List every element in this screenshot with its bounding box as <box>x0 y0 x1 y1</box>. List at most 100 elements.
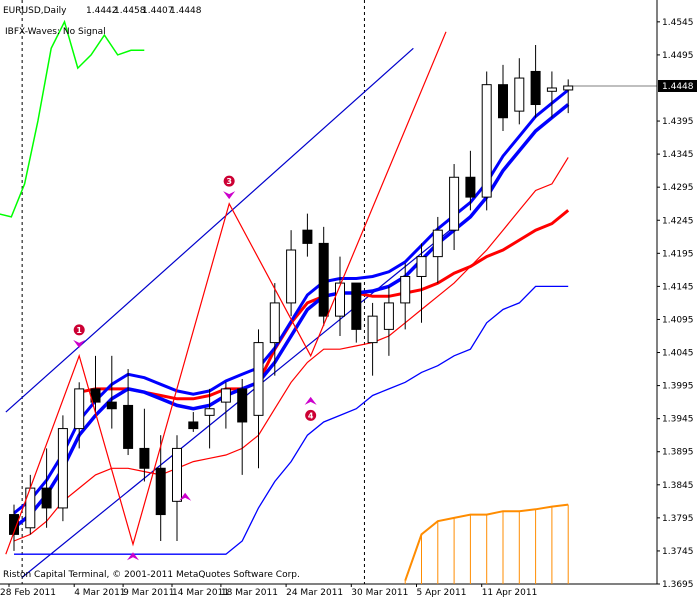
candle <box>449 164 460 251</box>
price-tick-label: 1.3945 <box>662 415 694 425</box>
blue-ma-line <box>12 103 570 530</box>
candle <box>269 283 280 376</box>
candle-body <box>57 428 68 509</box>
candle-body <box>563 85 574 91</box>
price-tick-label: 1.4245 <box>662 216 694 226</box>
chart-gridlines <box>0 0 658 585</box>
candle-body <box>449 176 460 231</box>
candle-body <box>220 388 231 403</box>
candle-body <box>481 84 492 198</box>
candle <box>57 415 68 522</box>
candle-body <box>74 388 85 430</box>
time-tick-label: 4 Mar 2011 <box>74 588 125 598</box>
wave-marker-circle <box>305 409 317 421</box>
wave-marker-circle <box>73 324 85 336</box>
wave-marker-label: 3 <box>226 177 232 186</box>
candle <box>204 388 215 449</box>
ohlc-high: 1.4458 <box>114 6 146 16</box>
wave-marker-4: 4 <box>305 409 317 421</box>
wave-marker-label: 4 <box>308 411 314 420</box>
candle <box>302 213 313 257</box>
candle-body <box>188 421 199 430</box>
time-tick-label: 28 Feb 2011 <box>0 588 56 598</box>
time-tick-label: 9 Mar 2011 <box>123 588 174 598</box>
candle-body <box>9 514 19 535</box>
wave-overlay: 1 3 4 <box>5 31 447 561</box>
price-tick-label: 1.4095 <box>662 315 694 325</box>
candle-body <box>416 256 427 277</box>
wave-marker-circle <box>223 175 235 187</box>
candle <box>498 64 508 131</box>
candle-body <box>302 229 313 244</box>
price-tick-label: 1.4345 <box>662 150 694 160</box>
candle-body <box>106 401 117 410</box>
candle <box>286 230 297 317</box>
candle <box>237 378 248 475</box>
ohlc-low: 1.4407 <box>142 6 174 16</box>
candle-body <box>546 87 557 92</box>
candle-body <box>204 408 215 416</box>
price-axis: 1.4545 1.4495 1.4448 1.4395 1.4345 1.4295 1.42… <box>563 18 697 590</box>
candle <box>416 243 427 323</box>
candle <box>220 382 231 429</box>
candle-body <box>269 302 280 344</box>
candle <box>155 435 166 542</box>
price-tick-label: 1.3895 <box>662 448 694 458</box>
candle <box>106 355 117 429</box>
ohlc-open: 1.4442 <box>86 6 118 16</box>
green-indicator-line <box>0 19 145 218</box>
candle <box>74 382 85 449</box>
candle <box>432 216 443 284</box>
wave-marker-3: 3 <box>223 175 235 187</box>
candlestick-series <box>9 44 574 551</box>
wave-arrow-down-icon <box>73 339 86 348</box>
histogram-top-line <box>404 503 569 582</box>
candle-body <box>465 176 476 198</box>
candle <box>9 504 19 551</box>
price-tick-label: 1.4395 <box>662 117 694 127</box>
candle-body <box>123 404 134 449</box>
indicator-label: IBFX-Waves: No Signal <box>5 27 106 37</box>
wave-arrow-up-icon <box>126 552 139 561</box>
candle <box>253 329 264 469</box>
candle <box>335 256 345 336</box>
wave-arrow-down-icon <box>223 191 236 200</box>
price-tick-label: 1.3795 <box>662 514 694 524</box>
price-tick-label: 1.4195 <box>662 249 694 259</box>
candle-body <box>253 342 264 416</box>
time-tick-label: 5 Apr 2011 <box>417 588 467 598</box>
candle-body <box>25 487 36 529</box>
time-tick-label: 11 Apr 2011 <box>482 588 538 598</box>
wave-arrow-up-icon <box>304 396 317 405</box>
orange-histogram <box>404 503 569 584</box>
candle-body <box>351 282 362 330</box>
candle-body <box>286 249 297 304</box>
time-tick-label: 30 Mar 2011 <box>351 588 408 598</box>
candle-body <box>318 242 329 317</box>
channel-upper-line <box>5 47 414 413</box>
time-tick-label: 14 Mar 2011 <box>172 588 229 598</box>
candle <box>383 286 394 356</box>
candle <box>514 58 525 125</box>
candle-body <box>514 77 525 112</box>
symbol-header: EURUSD,Daily <box>3 6 67 16</box>
candle <box>481 71 492 211</box>
price-tick-label: 1.3845 <box>662 481 694 491</box>
price-tick-label: 1.4045 <box>662 349 694 359</box>
price-tick-label: 1.4545 <box>662 18 694 28</box>
price-tick-label: 1.3745 <box>662 547 694 557</box>
wave-marker-label: 1 <box>76 326 82 335</box>
candle-body <box>41 487 52 509</box>
candle-body <box>498 84 508 119</box>
candle-body <box>530 70 541 106</box>
candle-body <box>155 467 166 516</box>
red-signal-line <box>13 157 569 542</box>
candle <box>400 263 411 330</box>
candle <box>318 226 329 327</box>
candle <box>41 448 52 528</box>
candle <box>530 44 541 118</box>
candle <box>546 71 557 118</box>
price-tick-label: 1.4295 <box>662 183 694 193</box>
